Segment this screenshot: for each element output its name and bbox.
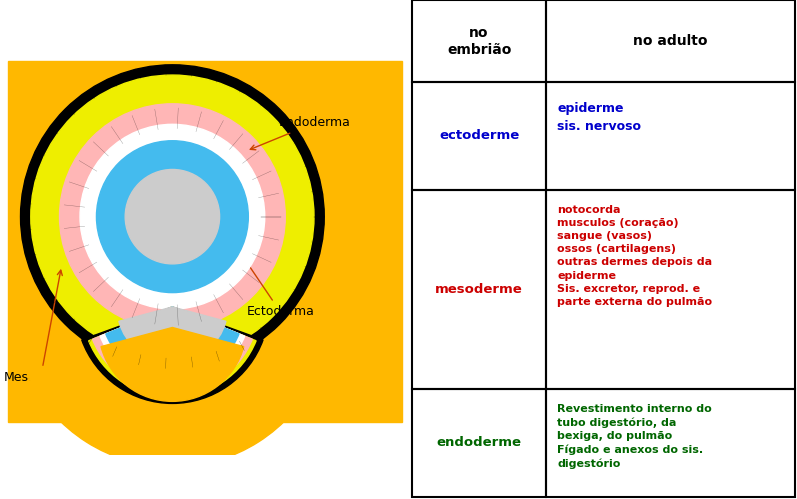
- Wedge shape: [106, 307, 239, 379]
- Circle shape: [125, 170, 220, 264]
- Wedge shape: [100, 307, 245, 385]
- Text: Ectoderma: Ectoderma: [241, 253, 314, 318]
- Text: notocorda
musculos (coração)
sangue (vasos)
ossos (cartilagens)
outras dermes de: notocorda musculos (coração) sangue (vas…: [557, 205, 713, 307]
- Text: Endoderma: Endoderma: [250, 116, 351, 150]
- Wedge shape: [27, 307, 317, 467]
- Text: epiderme
sis. nervoso: epiderme sis. nervoso: [557, 102, 642, 133]
- Bar: [412, 82, 546, 190]
- Text: Revestimento interno do
tubo digestório, da
bexiga, do pulmão
Fígado e anexos do: Revestimento interno do tubo digestório,…: [557, 404, 712, 469]
- Text: no adulto: no adulto: [633, 34, 708, 48]
- Bar: [412, 190, 546, 389]
- Bar: [412, 389, 546, 497]
- Circle shape: [80, 124, 265, 309]
- Text: mesoderme: mesoderme: [435, 283, 523, 296]
- Text: ectoderme: ectoderme: [439, 129, 519, 143]
- Bar: [412, 0, 546, 82]
- Bar: [8, 61, 402, 422]
- Circle shape: [96, 141, 249, 292]
- Circle shape: [21, 65, 324, 369]
- Wedge shape: [88, 307, 256, 397]
- Text: no
embrião: no embrião: [447, 25, 511, 57]
- Bar: [546, 389, 795, 497]
- Text: endoderme: endoderme: [437, 436, 521, 450]
- Wedge shape: [101, 327, 244, 401]
- Wedge shape: [82, 307, 263, 403]
- Bar: [546, 190, 795, 389]
- Circle shape: [31, 75, 314, 358]
- Bar: [546, 82, 795, 190]
- Circle shape: [60, 104, 285, 329]
- Wedge shape: [92, 307, 253, 393]
- Wedge shape: [119, 307, 226, 362]
- Bar: [546, 0, 795, 82]
- Text: Mesoderma: Mesoderma: [4, 270, 77, 384]
